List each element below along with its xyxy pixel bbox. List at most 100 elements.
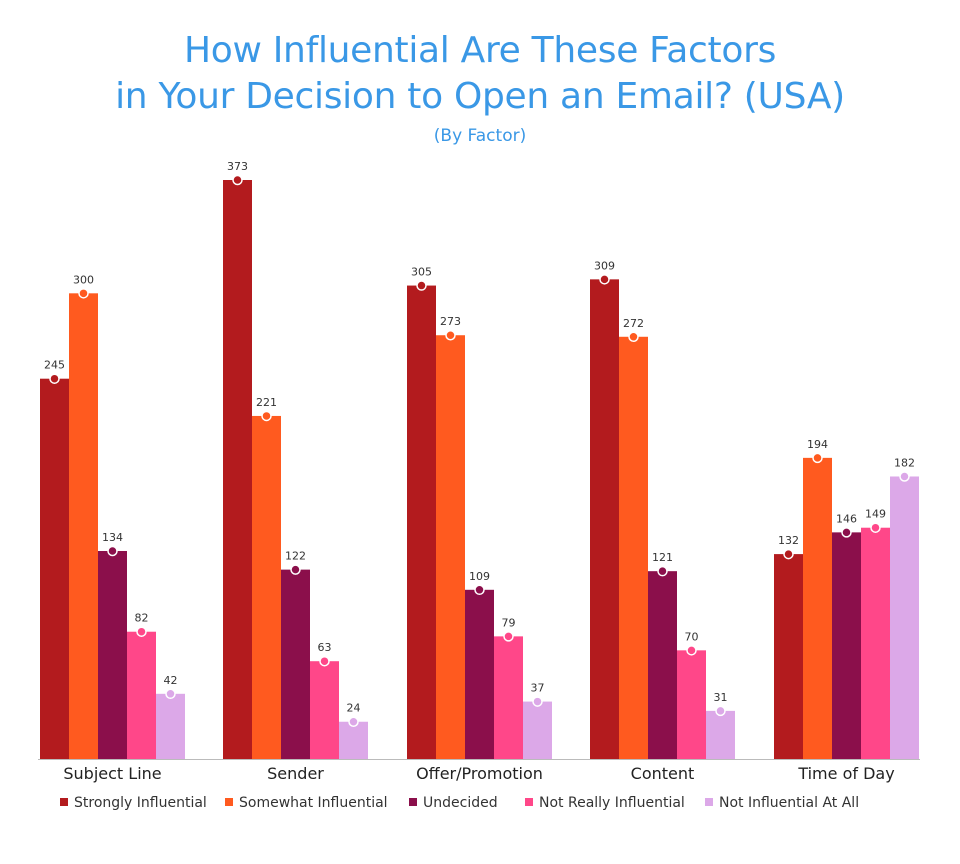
x-axis-tick-label: Time of Day <box>797 764 894 783</box>
chart-title-block: How Influential Are These Factors in You… <box>0 28 960 148</box>
bar-marker-undecided-2 <box>290 564 301 575</box>
chart-subtitle: (By Factor) <box>433 126 527 146</box>
bar-marker-somewhat-influential-5 <box>812 452 823 464</box>
legend-label: Not Really Influential <box>539 795 685 811</box>
bar-somewhat-influential-5 <box>803 457 832 759</box>
data-label: 305 <box>411 266 432 279</box>
bar-marker-strongly-influential-2 <box>232 174 243 186</box>
bar-marker-strongly-influential-5 <box>783 548 794 560</box>
data-label: 70 <box>685 630 699 643</box>
bar-strongly-influential-1 <box>40 378 69 759</box>
legend-item: Strongly Influential <box>60 795 207 811</box>
bar-not-influential-at-all-5 <box>890 476 919 759</box>
bar-somewhat-influential-1 <box>69 293 98 759</box>
bar-marker-strongly-influential-3 <box>416 280 427 291</box>
legend-swatch <box>705 798 713 806</box>
legend-item: Not Really Influential <box>525 795 685 811</box>
bar-somewhat-influential-4 <box>619 336 648 759</box>
data-label: 194 <box>807 438 828 451</box>
legend-label: Undecided <box>423 795 498 811</box>
legend-label: Strongly Influential <box>74 795 207 811</box>
data-label: 132 <box>778 534 799 547</box>
bar-undecided-1 <box>98 550 127 759</box>
bar-marker-somewhat-influential-3 <box>445 329 456 341</box>
legend-label: Not Influential At All <box>719 795 860 811</box>
legend-swatch <box>409 798 417 806</box>
bar-marker-not-really-influential-3 <box>503 631 514 642</box>
legend-swatch <box>525 798 533 806</box>
bar-marker-not-influential-at-all-1 <box>165 688 176 700</box>
bar-strongly-influential-2 <box>223 180 252 759</box>
bar-somewhat-influential-2 <box>252 415 281 759</box>
data-label: 146 <box>836 512 857 525</box>
legend-item: Somewhat Influential <box>225 795 388 811</box>
data-label: 109 <box>469 570 490 583</box>
bar-marker-not-really-influential-1 <box>136 626 147 637</box>
bar-undecided-2 <box>281 569 310 759</box>
bar-marker-somewhat-influential-4 <box>628 331 639 343</box>
bar-not-really-influential-3 <box>494 636 523 759</box>
data-label: 122 <box>285 550 306 563</box>
bar-marker-not-really-influential-2 <box>319 655 330 667</box>
data-label: 272 <box>623 317 644 330</box>
bar-not-really-influential-5 <box>861 527 890 759</box>
chart-title-line-2: in Your Decision to Open an Email? (USA) <box>115 76 845 117</box>
data-label: 82 <box>135 612 149 625</box>
x-axis-tick-label: Sender <box>267 764 324 783</box>
data-label: 31 <box>714 691 728 704</box>
x-axis-tick-label: Offer/Promotion <box>416 764 543 783</box>
data-label: 79 <box>502 616 516 629</box>
legend-label: Somewhat Influential <box>239 795 388 811</box>
bar-strongly-influential-5 <box>774 554 803 759</box>
bar-undecided-5 <box>832 532 861 759</box>
bar-marker-somewhat-influential-2 <box>261 410 272 422</box>
data-label: 37 <box>531 682 545 695</box>
legend-swatch <box>60 798 68 806</box>
bar-not-really-influential-1 <box>127 631 156 759</box>
bar-marker-not-influential-at-all-3 <box>532 696 543 707</box>
bar-not-influential-at-all-1 <box>156 693 185 759</box>
bar-not-really-influential-2 <box>310 661 339 759</box>
bar-marker-not-really-influential-5 <box>870 522 881 533</box>
bar-undecided-3 <box>465 589 494 759</box>
chart-title-line-1: How Influential Are These Factors <box>183 30 777 71</box>
bar-strongly-influential-4 <box>590 279 619 759</box>
legend-item: Not Influential At All <box>705 795 859 811</box>
data-label: 134 <box>102 531 123 544</box>
bar-marker-strongly-influential-1 <box>49 373 60 384</box>
bar-marker-undecided-3 <box>474 584 485 596</box>
data-label: 273 <box>440 315 461 328</box>
x-axis-tick-label: Subject Line <box>63 764 161 783</box>
bar-not-really-influential-4 <box>677 650 706 759</box>
data-label: 24 <box>347 702 361 715</box>
data-label: 182 <box>894 456 915 469</box>
bar-strongly-influential-3 <box>407 285 436 759</box>
bar-marker-strongly-influential-4 <box>599 274 610 285</box>
bar-marker-undecided-1 <box>107 545 118 557</box>
bar-not-influential-at-all-2 <box>339 721 368 759</box>
data-label: 63 <box>318 641 332 654</box>
data-label: 149 <box>865 508 886 521</box>
bar-marker-not-influential-at-all-5 <box>899 471 910 482</box>
bar-marker-undecided-4 <box>657 565 668 577</box>
data-label: 42 <box>164 674 178 687</box>
bar-undecided-4 <box>648 571 677 759</box>
legend-swatch <box>225 798 233 806</box>
bar-marker-undecided-5 <box>841 527 852 538</box>
legend-item: Undecided <box>409 795 498 811</box>
data-label: 121 <box>652 551 673 564</box>
data-label: 309 <box>594 259 615 272</box>
data-label: 221 <box>256 396 277 409</box>
bar-marker-not-influential-at-all-4 <box>715 705 726 717</box>
data-label: 300 <box>73 273 94 286</box>
bar-not-influential-at-all-3 <box>523 701 552 759</box>
bar-not-influential-at-all-4 <box>706 710 735 759</box>
x-axis-tick-label: Content <box>631 764 695 783</box>
bar-marker-somewhat-influential-1 <box>78 288 89 299</box>
bar-marker-not-really-influential-4 <box>686 645 697 656</box>
bar-marker-not-influential-at-all-2 <box>348 716 359 727</box>
data-label: 245 <box>44 359 65 372</box>
bar-somewhat-influential-3 <box>436 335 465 759</box>
data-label: 373 <box>227 160 248 173</box>
